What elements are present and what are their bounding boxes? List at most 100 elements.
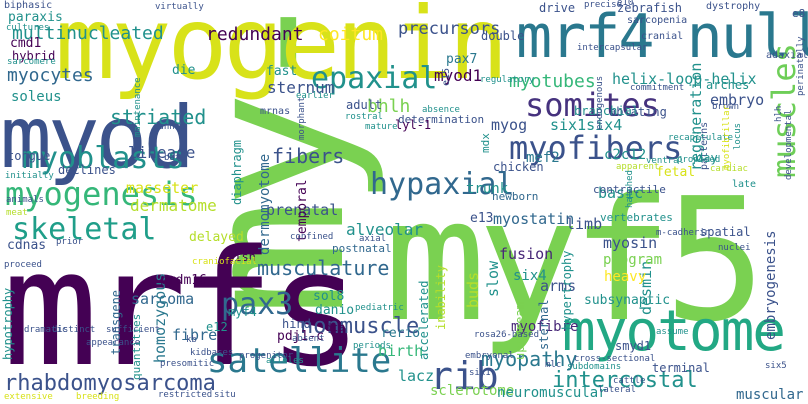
word: axial bbox=[359, 234, 387, 244]
word: sternum bbox=[267, 78, 335, 97]
word: cross-sectional bbox=[574, 354, 656, 364]
word: assume bbox=[656, 327, 689, 337]
word: delayed bbox=[189, 230, 244, 245]
word: proceed bbox=[4, 260, 42, 270]
word: striated bbox=[110, 105, 207, 129]
word: commitment bbox=[630, 83, 685, 93]
word: mrfs bbox=[2, 215, 363, 402]
word: embryogenesis bbox=[763, 230, 779, 340]
word: apparent bbox=[616, 162, 660, 172]
word: adult bbox=[346, 98, 383, 112]
word: muscular bbox=[736, 387, 804, 403]
word: myostatin bbox=[493, 210, 575, 228]
word: pediatric bbox=[355, 303, 404, 313]
word: mature bbox=[365, 122, 398, 132]
word: embryonal bbox=[465, 351, 514, 361]
word: double bbox=[481, 29, 525, 43]
word: mef2 bbox=[526, 150, 560, 166]
word: rib bbox=[430, 354, 499, 398]
word: c2c12 bbox=[604, 147, 647, 163]
word: zebrafish bbox=[617, 1, 683, 15]
word: declines bbox=[58, 163, 116, 177]
word: epaxial bbox=[311, 61, 438, 96]
word: hybrid bbox=[12, 49, 56, 63]
word: mdx bbox=[479, 133, 492, 153]
word: heavy bbox=[604, 269, 647, 285]
word: e8 bbox=[792, 7, 806, 20]
word: canntg bbox=[153, 122, 186, 132]
word: kb bbox=[186, 335, 197, 345]
word: myod bbox=[0, 88, 195, 188]
word: accelerated bbox=[417, 280, 431, 360]
word: craniofacial bbox=[192, 257, 258, 267]
word: basic bbox=[598, 184, 644, 202]
word: distinct bbox=[52, 325, 96, 335]
word: alleles bbox=[266, 356, 304, 366]
word: myofibre bbox=[511, 319, 579, 335]
word: myofibers bbox=[509, 129, 683, 167]
word: myogenesis bbox=[5, 175, 198, 213]
word: lineage bbox=[128, 143, 196, 162]
word: progenitor bbox=[239, 351, 294, 361]
word: prenatal bbox=[266, 201, 339, 219]
word: hypertrophy bbox=[560, 250, 574, 330]
word: situ bbox=[214, 390, 236, 400]
word: e13 bbox=[470, 211, 494, 226]
word: drive bbox=[539, 1, 576, 15]
word: inability bbox=[434, 264, 448, 330]
word: pdj1-c bbox=[277, 329, 324, 344]
word: arches bbox=[706, 78, 750, 92]
word: dermomyotome bbox=[257, 153, 273, 255]
word: sufficient bbox=[106, 325, 161, 335]
word: virtually bbox=[155, 2, 204, 12]
word: cattle bbox=[613, 376, 646, 386]
word: e12 bbox=[206, 320, 228, 334]
word: sol8 bbox=[313, 289, 345, 304]
word: e10 bbox=[617, 0, 634, 8]
word: rerio bbox=[381, 326, 421, 341]
word: m-cadherin bbox=[656, 228, 711, 238]
word: kidbases bbox=[190, 348, 234, 358]
word: six1 bbox=[469, 368, 491, 378]
word: cultures bbox=[6, 23, 50, 33]
word: intercostal bbox=[552, 368, 698, 393]
word: e15 bbox=[441, 67, 452, 86]
word: chicken bbox=[493, 160, 544, 174]
word: myotubes bbox=[509, 71, 596, 92]
word: hind bbox=[282, 317, 311, 331]
word: rostral bbox=[345, 112, 383, 122]
word: hypotrophy bbox=[1, 287, 15, 360]
word: tongue bbox=[7, 149, 51, 163]
word: mrnas bbox=[260, 106, 291, 117]
word: restricted bbox=[158, 390, 213, 400]
word: contractile bbox=[593, 183, 666, 196]
word: program bbox=[603, 252, 663, 268]
word: die bbox=[172, 63, 196, 78]
word: myosin bbox=[603, 234, 658, 252]
word: ventral bbox=[646, 156, 684, 166]
word: precise bbox=[584, 0, 622, 10]
word: absence bbox=[422, 105, 460, 115]
word: fibre bbox=[172, 326, 218, 344]
word: masseter bbox=[126, 179, 199, 197]
word: somites bbox=[525, 86, 660, 124]
word: six5 bbox=[765, 361, 787, 371]
word: fusion bbox=[499, 245, 554, 263]
word: nonmuscle bbox=[300, 314, 420, 339]
word: alveolar bbox=[346, 220, 424, 239]
word: lyl-1 bbox=[395, 118, 432, 132]
word: precursors bbox=[398, 19, 501, 39]
word: myopathy bbox=[481, 347, 578, 371]
word: subdomains bbox=[567, 362, 622, 372]
word: dta bbox=[325, 321, 345, 334]
word: myf4 bbox=[228, 305, 257, 319]
word: coitum bbox=[318, 24, 384, 45]
word: satellite bbox=[207, 341, 392, 381]
word: endogenous bbox=[595, 75, 605, 130]
word: earlier bbox=[296, 91, 334, 101]
word: presomitic bbox=[160, 359, 215, 369]
word: terminal bbox=[652, 361, 710, 375]
word: cmd1 bbox=[10, 36, 42, 51]
word: fish bbox=[227, 250, 256, 264]
word: myf5 bbox=[384, 162, 766, 360]
